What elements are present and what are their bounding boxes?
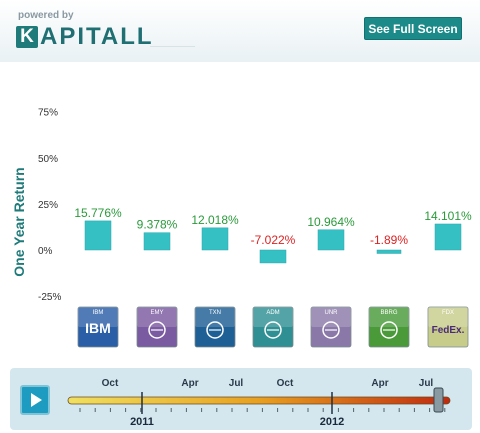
ticker-tile-bg bbox=[252, 306, 294, 348]
ibm-logo-icon: IBM bbox=[85, 320, 111, 336]
ticker-tile-bg bbox=[310, 306, 352, 348]
timeline-month-label: Oct bbox=[277, 378, 294, 389]
timeline-year-label: 2011 bbox=[130, 416, 154, 428]
ticker-tile-ibm[interactable]: IBM IBM bbox=[77, 306, 119, 348]
ticker-tile-gloss bbox=[195, 307, 235, 327]
y-tick-label: -25% bbox=[38, 292, 61, 303]
texas-instruments-logo-icon bbox=[206, 321, 224, 339]
bar-ibm bbox=[84, 220, 112, 251]
bar-bbrg bbox=[376, 249, 402, 254]
ticker-tile-gloss bbox=[137, 307, 177, 327]
ticker-tile-adm[interactable]: ADM bbox=[252, 306, 294, 348]
ticker-tile-bg bbox=[136, 306, 178, 348]
see-full-screen-button[interactable]: See Full Screen bbox=[364, 17, 462, 40]
bar-unr bbox=[317, 229, 345, 251]
value-label: 9.378% bbox=[137, 218, 178, 232]
ticker-tile-gloss bbox=[428, 307, 468, 327]
ticker-tile-gloss bbox=[253, 307, 293, 327]
timeline-handle[interactable] bbox=[433, 387, 444, 413]
one-year-return-chart: One Year Return -25% 0% 25% 50% 75% 15.776% 9.3… bbox=[11, 108, 472, 348]
ticker-symbol: TXN bbox=[209, 310, 221, 316]
ticker-symbol: FDX bbox=[442, 310, 454, 316]
building-logo-icon bbox=[380, 321, 398, 339]
timeline-month-label: Apr bbox=[181, 378, 198, 389]
bar-adm bbox=[259, 249, 287, 264]
ticker-tile-bg bbox=[427, 306, 469, 348]
ticker-symbol: UNR bbox=[325, 310, 339, 316]
ticker-tile-bg bbox=[194, 306, 236, 348]
value-label: 15.776% bbox=[74, 206, 122, 220]
bar-fdx bbox=[434, 223, 462, 251]
timeline-month-label: Apr bbox=[371, 378, 388, 389]
timeline-month-label: Oct bbox=[102, 378, 119, 389]
ticker-symbol: IBM bbox=[93, 310, 104, 316]
value-label: 14.101% bbox=[424, 209, 472, 223]
y-tick-label: 0% bbox=[38, 246, 53, 257]
logo-initial: K bbox=[16, 26, 38, 48]
bar-emy bbox=[143, 232, 171, 251]
ticker-tile-txn[interactable]: TXN bbox=[194, 306, 236, 348]
timeline-slider[interactable]: Oct Apr Jul Oct Apr Jul 2011 2012 bbox=[0, 368, 480, 433]
emerson-logo-icon bbox=[148, 321, 166, 339]
timeline-year-label: 2012 bbox=[320, 416, 344, 428]
ticker-tile-bbrg[interactable]: BBRG bbox=[368, 306, 410, 348]
ticker-tile-bg bbox=[77, 306, 119, 348]
ticker-tile-emy[interactable]: EMY bbox=[136, 306, 178, 348]
logo-text: APITALL bbox=[40, 23, 154, 50]
ticker-symbol: EMY bbox=[150, 310, 163, 316]
bar-txn bbox=[201, 227, 229, 251]
timeline-track[interactable] bbox=[67, 396, 451, 405]
ticker-tile-gloss bbox=[78, 307, 118, 327]
value-label: 12.018% bbox=[191, 213, 239, 227]
ticker-tile-gloss bbox=[369, 307, 409, 327]
y-tick-label: 50% bbox=[38, 154, 58, 165]
play-icon bbox=[31, 393, 42, 407]
value-label: 10.964% bbox=[307, 215, 355, 229]
header-divider bbox=[150, 46, 195, 47]
play-button[interactable] bbox=[20, 385, 50, 415]
adm-logo-icon bbox=[264, 321, 282, 339]
kapitall-logo: K APITALL bbox=[16, 23, 154, 51]
value-label: -1.89% bbox=[370, 233, 408, 247]
timeline-month-label: Jul bbox=[419, 378, 434, 389]
fedex-logo-icon: FedEx. bbox=[432, 325, 465, 336]
value-label: -7.022% bbox=[251, 233, 296, 247]
ticker-symbol: ADM bbox=[266, 310, 279, 316]
ticker-tile-gloss bbox=[311, 307, 351, 327]
ticker-tile-bg bbox=[368, 306, 410, 348]
ticker-symbol: BBRG bbox=[380, 310, 397, 316]
ticker-tile-fdx[interactable]: FDX FedEx. bbox=[427, 306, 469, 348]
powered-by-label: powered by bbox=[18, 10, 74, 21]
unr-logo-icon bbox=[322, 321, 340, 339]
ticker-tile-unr[interactable]: UNR bbox=[310, 306, 352, 348]
y-tick-label: 25% bbox=[38, 200, 58, 211]
y-axis-label: One Year Return bbox=[11, 167, 27, 276]
y-tick-label: 75% bbox=[38, 108, 58, 119]
timeline-month-label: Jul bbox=[229, 378, 244, 389]
